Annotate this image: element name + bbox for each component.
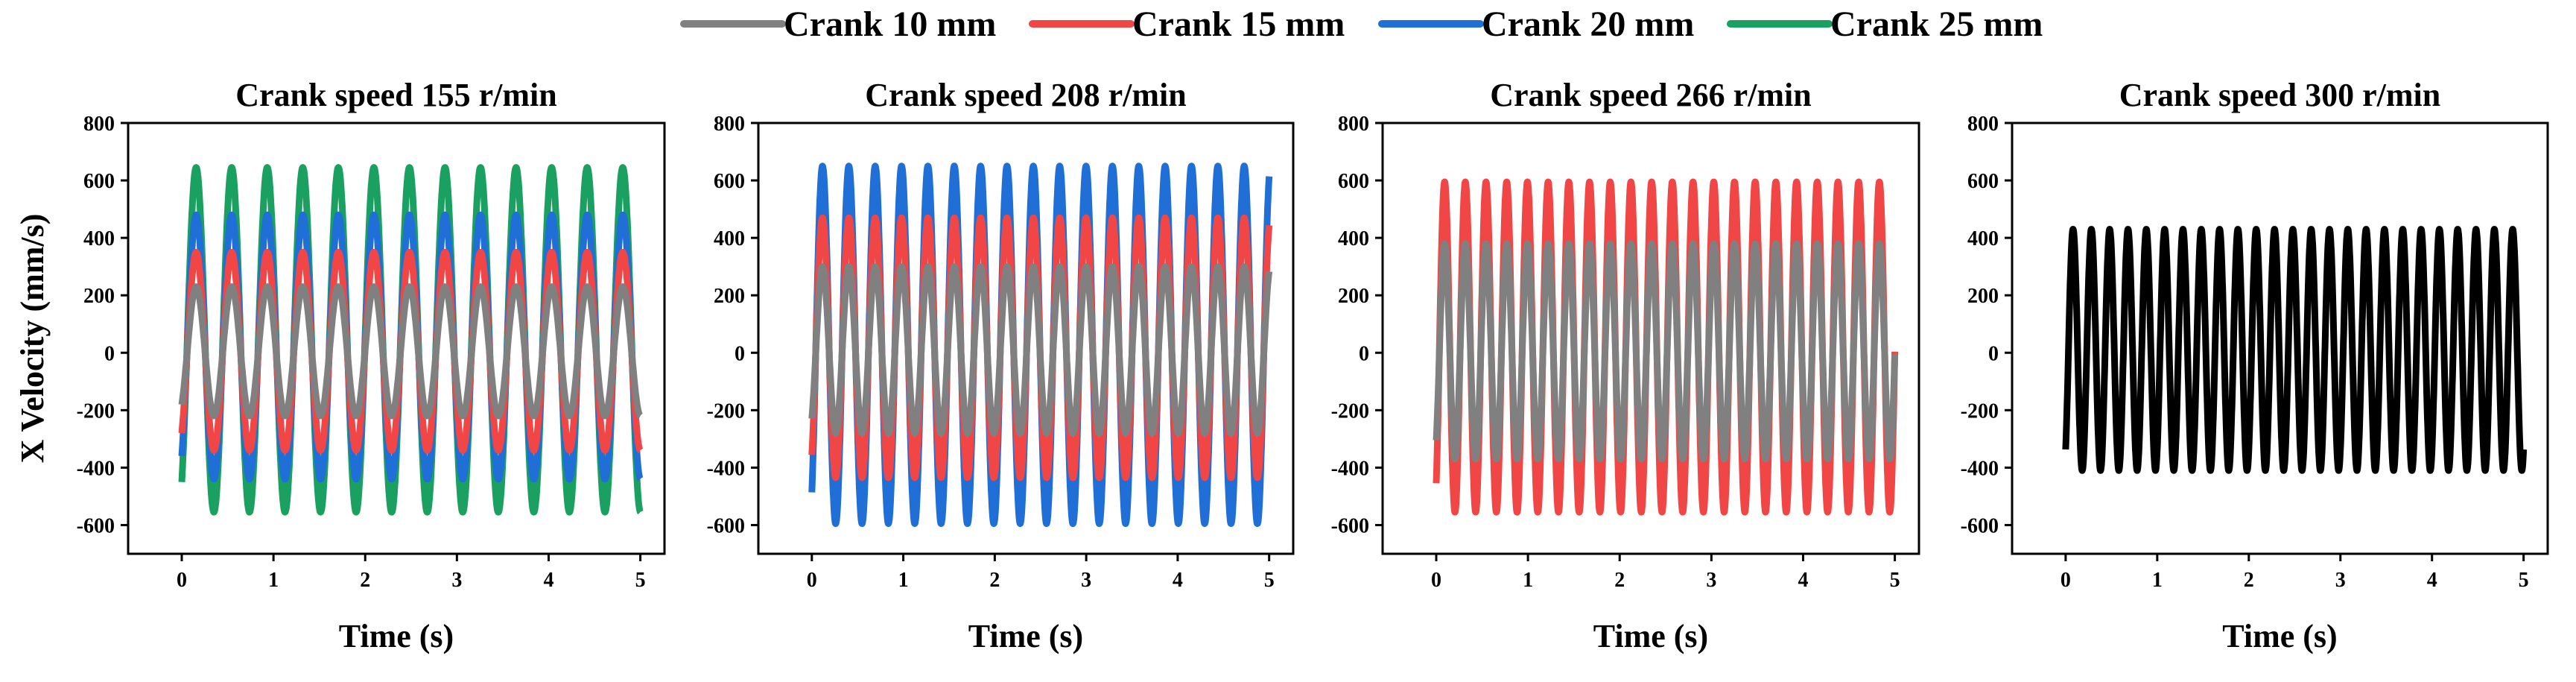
x-tick-label: 2 bbox=[1614, 569, 1625, 592]
y-tick-label: 400 bbox=[714, 227, 745, 250]
x-axis-title: Time (s) bbox=[968, 618, 1083, 654]
x-tick-label: 0 bbox=[2061, 569, 2071, 592]
chart-panel-2: Crank speed 208 r/min -600 -400 -200 0 200 400… bbox=[707, 77, 1295, 654]
y-tick-label: 200 bbox=[714, 285, 745, 308]
x-tick-label: 4 bbox=[2427, 569, 2437, 592]
plot-area bbox=[2062, 226, 2528, 474]
series-line-3 bbox=[808, 263, 1273, 437]
y-tick-label: 800 bbox=[83, 113, 115, 136]
y-tick-label: -400 bbox=[77, 457, 115, 480]
x-tick-label: 5 bbox=[1890, 569, 1900, 592]
y-tick-label: -600 bbox=[1961, 514, 1999, 537]
x-tick-label: 4 bbox=[1798, 569, 1808, 592]
y-tick-label: 600 bbox=[83, 170, 115, 193]
chart-panel-3: Crank speed 266 r/min -600 -400 -200 0 200 400… bbox=[1331, 77, 1920, 654]
y-tick-label: 0 bbox=[735, 342, 745, 365]
y-axis-title: X Velocity (mm/s) bbox=[14, 214, 51, 464]
x-tick-label: 5 bbox=[635, 569, 646, 592]
y-tick-label: 400 bbox=[1338, 227, 1369, 250]
y-tick-label: 600 bbox=[1967, 170, 1999, 193]
chart-panel-1: Crank speed 155 r/min -600 -400 -200 0 200 400… bbox=[14, 77, 666, 654]
x-tick-label: 2 bbox=[2244, 569, 2254, 592]
x-tick-label: 0 bbox=[807, 569, 817, 592]
plot-frame bbox=[2011, 121, 2549, 555]
x-tick-label: 4 bbox=[543, 569, 553, 592]
plot-frame bbox=[1381, 121, 1920, 555]
x-axis-title: Time (s) bbox=[2222, 618, 2337, 654]
y-tick-label: -200 bbox=[1961, 400, 1999, 423]
y-tick-label: -600 bbox=[77, 514, 115, 537]
x-axis-title: Time (s) bbox=[1593, 618, 1708, 654]
y-tick-label: -400 bbox=[707, 457, 745, 480]
y-tick-label: -400 bbox=[1961, 457, 1999, 480]
y-tick-label: -200 bbox=[707, 400, 745, 423]
y-tick-label: 600 bbox=[714, 170, 745, 193]
x-tick-label: 5 bbox=[1264, 569, 1275, 592]
panel-title: Crank speed 266 r/min bbox=[1490, 77, 1811, 113]
x-tick-label: 1 bbox=[2152, 569, 2163, 592]
panel-title: Crank speed 208 r/min bbox=[865, 77, 1186, 113]
x-tick-label: 3 bbox=[451, 569, 462, 592]
x-tick-label: 0 bbox=[1431, 569, 1441, 592]
panel-title: Crank speed 155 r/min bbox=[235, 77, 556, 113]
series-line-3 bbox=[178, 248, 644, 454]
chart-panels: Crank speed 155 r/min-600-400-2000200400… bbox=[14, 77, 2549, 654]
legend-label-1: Crank 10 mm bbox=[784, 4, 996, 44]
y-tick-label: 200 bbox=[1338, 285, 1369, 308]
y-tick-label: -200 bbox=[1331, 400, 1369, 423]
legend-label-3: Crank 20 mm bbox=[1482, 4, 1694, 44]
x-tick-label: 3 bbox=[1706, 569, 1716, 592]
x-tick-label: 3 bbox=[2335, 569, 2346, 592]
y-tick-label: -200 bbox=[77, 400, 115, 423]
series-line-2 bbox=[1433, 240, 1899, 463]
y-tick-label: 0 bbox=[104, 342, 115, 365]
y-tick-label: 400 bbox=[1967, 227, 1999, 250]
chart-panel-4: Crank speed 300 r/min -600 -400 -200 0 200 400… bbox=[1961, 77, 2549, 654]
plot-frame bbox=[127, 121, 666, 555]
x-tick-label: 3 bbox=[1081, 569, 1091, 592]
panel-title: Crank speed 300 r/min bbox=[2119, 77, 2440, 113]
y-tick-label: 0 bbox=[1988, 342, 1999, 365]
y-tick-label: 400 bbox=[83, 227, 115, 250]
y-tick-label: -600 bbox=[707, 514, 745, 537]
x-tick-label: 2 bbox=[989, 569, 1000, 592]
legend-label-4: Crank 25 mm bbox=[1830, 4, 2043, 44]
y-tick-label: 800 bbox=[1967, 113, 1999, 136]
x-axis-title: Time (s) bbox=[339, 618, 454, 654]
series-line-1 bbox=[2062, 226, 2528, 474]
plot-frame bbox=[757, 121, 1295, 555]
x-tick-label: 1 bbox=[898, 569, 909, 592]
chart-legend: Crank 10 mm Crank 15 mm Crank 20 mm Crank 2… bbox=[680, 4, 2043, 44]
x-tick-label: 5 bbox=[2519, 569, 2529, 592]
y-tick-label: 600 bbox=[1338, 170, 1369, 193]
plot-area bbox=[808, 162, 1273, 527]
y-tick-label: 200 bbox=[1967, 285, 1999, 308]
y-tick-label: -400 bbox=[1331, 457, 1369, 480]
y-tick-label: 200 bbox=[83, 285, 115, 308]
x-tick-label: 4 bbox=[1173, 569, 1183, 592]
x-tick-label: 2 bbox=[360, 569, 370, 592]
x-tick-label: 1 bbox=[1523, 569, 1533, 592]
legend-label-2: Crank 15 mm bbox=[1132, 4, 1345, 44]
plot-area bbox=[1433, 178, 1899, 516]
plot-area bbox=[178, 164, 644, 516]
y-tick-label: -600 bbox=[1331, 514, 1369, 537]
y-tick-label: 800 bbox=[1338, 113, 1369, 136]
x-tick-label: 1 bbox=[268, 569, 279, 592]
y-tick-label: 0 bbox=[1359, 342, 1369, 365]
series-line-4 bbox=[178, 283, 644, 420]
x-tick-label: 0 bbox=[177, 569, 187, 592]
y-tick-label: 800 bbox=[714, 113, 745, 136]
